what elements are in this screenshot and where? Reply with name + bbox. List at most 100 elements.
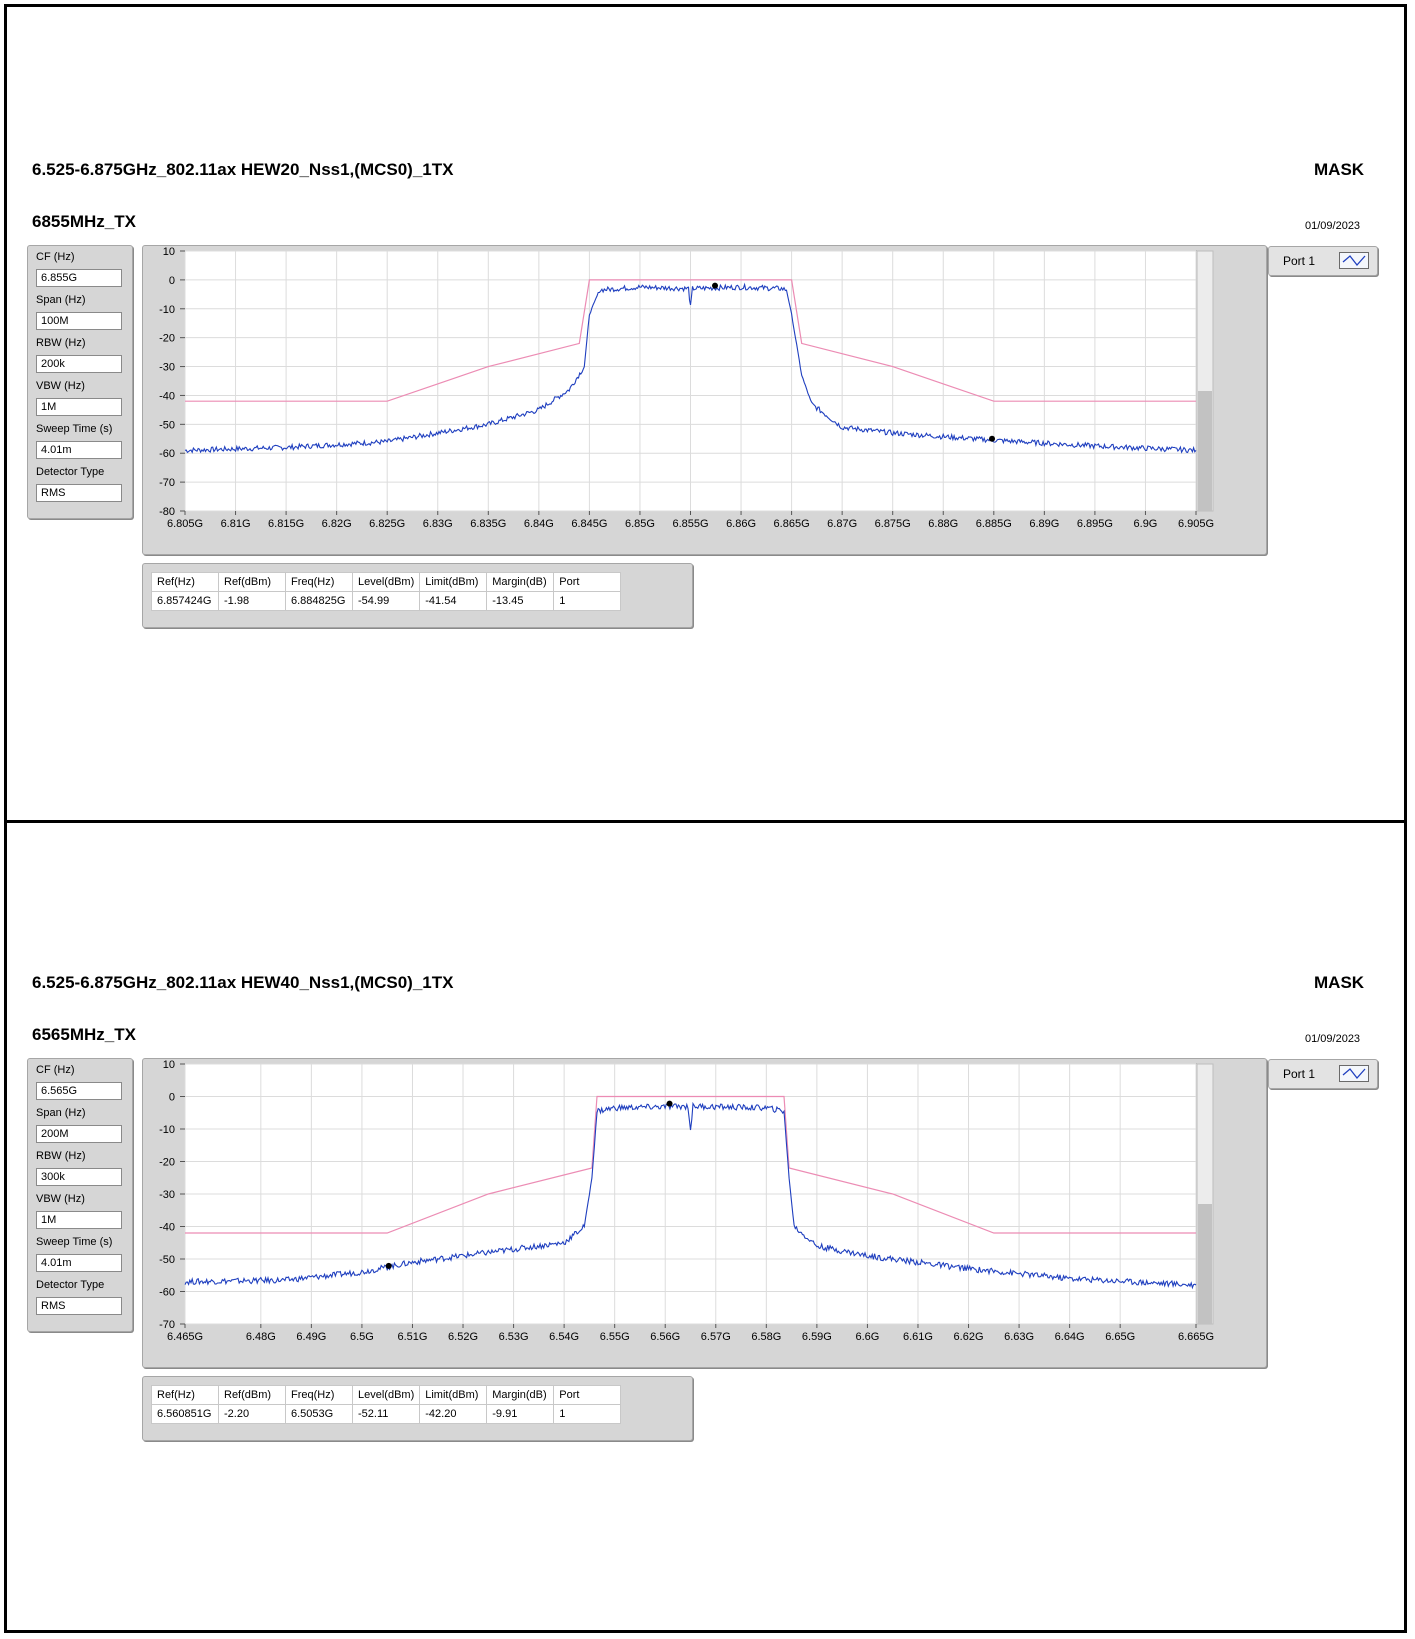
x-tick-label: 6.56G (650, 1331, 680, 1343)
x-tick-label: 6.58G (751, 1331, 781, 1343)
param-label: CF (Hz) (36, 1064, 75, 1076)
param-value-field[interactable]: 100M (36, 312, 122, 330)
x-tick-label: 6.64G (1055, 1331, 1085, 1343)
x-tick-label: 6.83G (423, 518, 453, 530)
table-cell: 1 (553, 591, 622, 611)
x-tick-label: 6.63G (1004, 1331, 1034, 1343)
table-cell: -2.20 (218, 1404, 286, 1424)
spectrum-plot-frame: 10 0 -10 -20 -30 -40 -50 -60 -70 -80 6.805G 6.81G 6.… (142, 245, 1267, 555)
y-tick-label: -20 (159, 1157, 175, 1169)
y-tick-label: -40 (159, 1222, 175, 1234)
table-cell: 6.857424G (151, 591, 219, 611)
table-header-cell: Ref(Hz) (151, 1385, 219, 1405)
spectrum-plot-frame: 10 0 -10 -20 -30 -40 -50 -60 -70 6.465G 6.48G 6.49G… (142, 1058, 1267, 1368)
table-header-row: Ref(Hz) Ref(dBm) Freq(Hz) Level(dBm) Limit(d… (151, 1385, 622, 1405)
table-cell: -54.99 (351, 591, 421, 611)
param-value-field[interactable]: 4.01m (36, 441, 122, 459)
x-tick-label: 6.82G (322, 518, 352, 530)
param-value-field[interactable]: 1M (36, 398, 122, 416)
x-tick-label: 6.85G (625, 518, 655, 530)
trace-style-icon[interactable] (1339, 252, 1369, 269)
x-tick-label: 6.88G (928, 518, 958, 530)
table-cell: 6.884825G (285, 591, 353, 611)
param-value-field[interactable]: RMS (36, 1297, 122, 1315)
table-cell: -41.54 (419, 591, 488, 611)
x-tick-label: 6.87G (827, 518, 857, 530)
param-label: Sweep Time (s) (36, 1236, 113, 1248)
marker-point (712, 282, 719, 289)
table-header-cell: Ref(dBm) (218, 572, 286, 592)
x-tick-label: 6.52G (448, 1331, 478, 1343)
y-tick-label: -50 (159, 1254, 175, 1266)
param-value-field[interactable]: 300k (36, 1168, 122, 1186)
param-label: RBW (Hz) (36, 1150, 86, 1162)
table-cell: -1.98 (218, 591, 286, 611)
report-frame (4, 4, 1407, 1633)
y-tick-label: 10 (163, 1059, 175, 1071)
measurement-panel: 6.525-6.875GHz_802.11ax HEW40_Nss1,(MCS0… (0, 813, 1415, 1603)
spectrum-chart: 10 0 -10 -20 -30 -40 -50 -60 -706.465G 6.48G 6.49G… (159, 1059, 1214, 1343)
test-date: 01/09/2023 (1305, 1033, 1361, 1045)
x-tick-label: 6.86G (726, 518, 756, 530)
table-header-cell: Level(dBm) (351, 572, 421, 592)
marker-table: Ref(Hz) Ref(dBm) Freq(Hz) Level(dBm) Limit(d… (151, 572, 622, 611)
port-legend[interactable]: Port 1 (1268, 246, 1378, 276)
x-tick-label: 6.805G (167, 518, 203, 530)
y-tick-label: -70 (159, 477, 175, 489)
port-legend[interactable]: Port 1 (1268, 1059, 1378, 1089)
x-tick-label: 6.465G (167, 1331, 203, 1343)
table-header-cell: Port (553, 572, 622, 592)
table-row[interactable]: 6.857424G -1.98 6.884825G -54.99 -41.54 -13.4… (151, 591, 622, 611)
param-value-field[interactable]: 6.565G (36, 1082, 122, 1100)
measurement-panel: 6.525-6.875GHz_802.11ax HEW20_Nss1,(MCS0… (0, 0, 1415, 790)
port-label: Port 1 (1283, 254, 1316, 268)
param-value-field[interactable]: 200k (36, 355, 122, 373)
marker-point (989, 435, 996, 442)
x-tick-label: 6.855G (672, 518, 708, 530)
x-tick-label: 6.51G (397, 1331, 427, 1343)
param-label: VBW (Hz) (36, 380, 85, 392)
y-tick-label: 0 (169, 275, 175, 287)
param-label: RBW (Hz) (36, 337, 86, 349)
param-label: Span (Hz) (36, 1107, 86, 1119)
x-tick-label: 6.59G (802, 1331, 832, 1343)
table-cell: -13.45 (486, 591, 555, 611)
param-value-field[interactable]: 200M (36, 1125, 122, 1143)
table-header-cell: Freq(Hz) (285, 572, 353, 592)
x-tick-label: 6.48G (246, 1331, 276, 1343)
x-tick-label: 6.905G (1178, 518, 1214, 530)
test-date: 01/09/2023 (1305, 220, 1361, 232)
param-value-field[interactable]: 6.855G (36, 269, 122, 287)
mask-label: MASK (1314, 973, 1365, 992)
spectrum-chart: 10 0 -10 -20 -30 -40 -50 -60 -70 -806.805G 6.81G 6.… (159, 246, 1214, 530)
table-header-cell: Margin(dB) (486, 1385, 555, 1405)
y-tick-label: -10 (159, 1124, 175, 1136)
param-value-field[interactable]: RMS (36, 484, 122, 502)
y-tick-label: -50 (159, 419, 175, 431)
param-value-field[interactable]: 4.01m (36, 1254, 122, 1272)
trace-style-icon[interactable] (1339, 1065, 1369, 1082)
x-tick-label: 6.835G (470, 518, 506, 530)
measured-trace (184, 282, 1197, 454)
param-label: CF (Hz) (36, 251, 75, 263)
marker-table-frame: Ref(Hz) Ref(dBm) Freq(Hz) Level(dBm) Limit(d… (142, 563, 693, 628)
limit-line (185, 1095, 1196, 1234)
x-tick-label: 6.84G (524, 518, 554, 530)
scrollbar-thumb (1198, 391, 1212, 511)
parameter-panel: CF (Hz) 6.855G Span (Hz) 100M RBW (Hz) 200k VB… (27, 245, 133, 519)
param-value-field[interactable]: 1M (36, 1211, 122, 1229)
x-tick-label: 6.895G (1077, 518, 1113, 530)
table-cell: -9.91 (486, 1404, 555, 1424)
marker-point (385, 1262, 392, 1269)
x-tick-label: 6.845G (571, 518, 607, 530)
y-tick-label: 10 (163, 246, 175, 258)
x-tick-label: 6.57G (701, 1331, 731, 1343)
x-tick-label: 6.62G (954, 1331, 984, 1343)
marker-table: Ref(Hz) Ref(dBm) Freq(Hz) Level(dBm) Limit(d… (151, 1385, 622, 1424)
x-tick-label: 6.815G (268, 518, 304, 530)
scrollbar-thumb (1198, 1204, 1212, 1324)
table-row[interactable]: 6.560851G -2.20 6.5053G -52.11 -42.20 -9.91 1 (151, 1404, 622, 1424)
y-tick-label: 0 (169, 1092, 175, 1104)
y-tick-label: -10 (159, 304, 175, 316)
parameter-panel: CF (Hz) 6.565G Span (Hz) 200M RBW (Hz) 300k VB… (27, 1058, 133, 1332)
